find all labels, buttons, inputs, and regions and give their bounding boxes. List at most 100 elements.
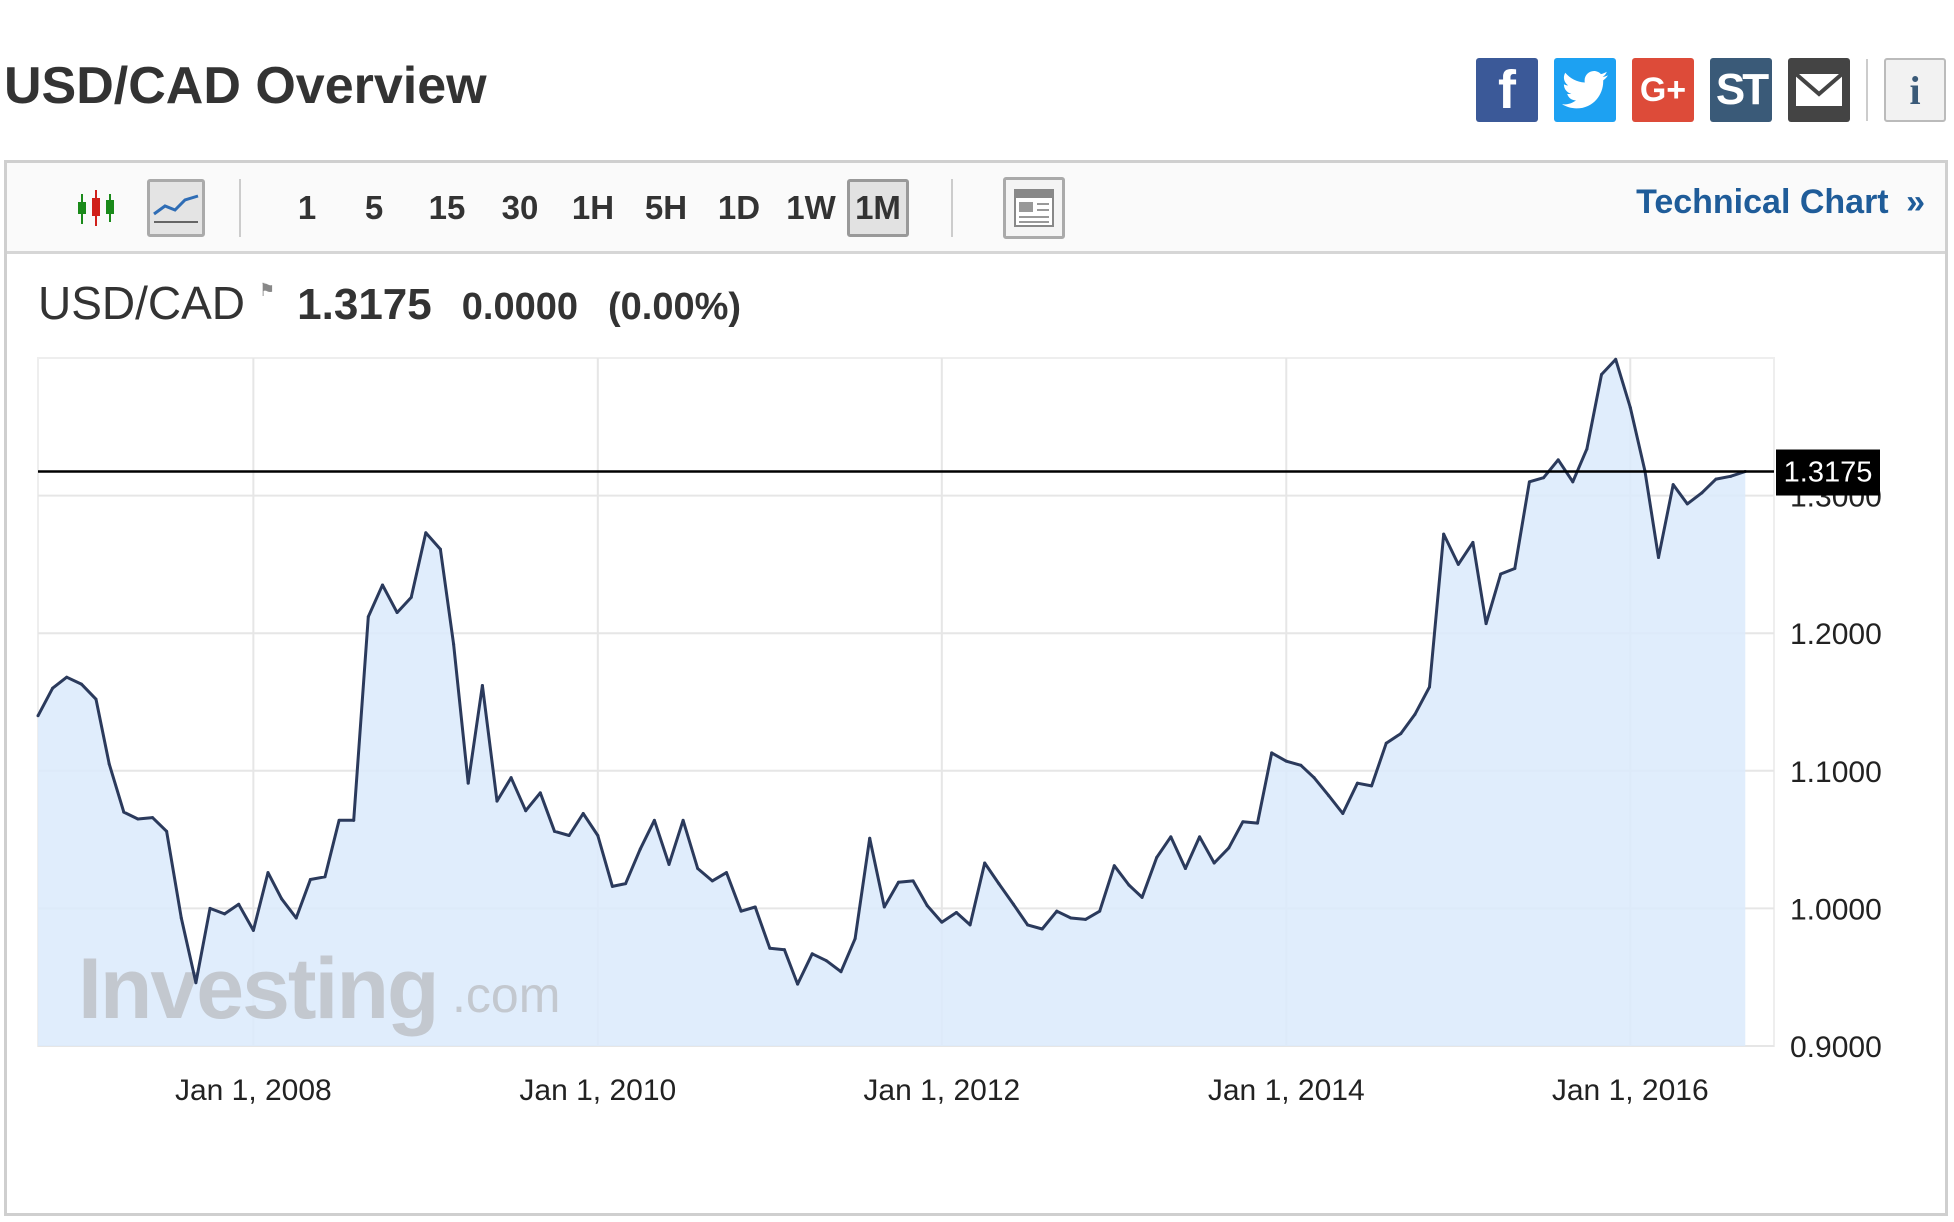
data-point	[266, 871, 270, 875]
data-point	[1685, 502, 1689, 506]
data-point	[940, 920, 944, 924]
y-tick-label: 1.2000	[1790, 618, 1882, 651]
layout-icon[interactable]	[1003, 177, 1065, 239]
data-point	[1040, 927, 1044, 931]
interval-5[interactable]: 5	[364, 189, 384, 226]
data-point	[424, 531, 428, 535]
share-bar: f G+ ST i	[1476, 58, 1946, 122]
data-point	[1600, 373, 1604, 377]
data-point	[1428, 685, 1432, 689]
quote-symbol: USD/CAD	[38, 277, 246, 329]
interval-1h[interactable]: 1H	[571, 189, 615, 226]
line-chart-icon[interactable]	[147, 179, 205, 237]
interval-1w[interactable]: 1W	[786, 189, 836, 226]
toolbar-divider	[239, 179, 241, 237]
data-point	[337, 818, 341, 822]
data-point	[1183, 866, 1187, 870]
x-tick-label: Jan 1, 2010	[519, 1074, 676, 1107]
data-point	[954, 911, 958, 915]
data-point	[1355, 781, 1359, 785]
interval-30[interactable]: 30	[501, 189, 539, 226]
data-point	[824, 959, 828, 963]
data-point	[667, 862, 671, 866]
data-point	[179, 916, 183, 920]
twitter-icon[interactable]	[1554, 58, 1616, 122]
line-chart-glyph	[153, 194, 199, 223]
interval-1m[interactable]: 1M	[847, 179, 909, 237]
data-point	[480, 683, 484, 687]
series-line	[36, 357, 1746, 986]
chart-toolbar: 1 5 15 30 1H 5H 1D 1W 1M Technical Chart	[7, 163, 1945, 254]
candlestick-icon[interactable]	[67, 179, 125, 237]
data-point	[409, 595, 413, 599]
data-point	[308, 878, 312, 882]
data-point	[753, 905, 757, 909]
data-point	[251, 928, 255, 932]
email-icon[interactable]	[1788, 58, 1850, 122]
data-point	[352, 818, 356, 822]
data-point	[1155, 855, 1159, 859]
data-point	[983, 861, 987, 865]
data-point	[911, 879, 915, 883]
share-divider	[1866, 59, 1868, 121]
data-point	[36, 714, 40, 718]
data-point	[596, 833, 600, 837]
data-point	[1140, 895, 1144, 899]
delayed-flag-icon: ⚑	[259, 280, 276, 300]
data-point	[1055, 909, 1059, 913]
data-point	[681, 818, 685, 822]
interval-1[interactable]: 1	[297, 189, 317, 226]
data-point	[1399, 732, 1403, 736]
current-price-label: 1.3175	[1784, 457, 1873, 489]
facebook-icon[interactable]: f	[1476, 58, 1538, 122]
data-point	[652, 818, 656, 822]
interval-5h[interactable]: 5H	[644, 189, 688, 226]
data-point	[882, 905, 886, 909]
data-point	[739, 909, 743, 913]
data-point	[1556, 458, 1560, 462]
data-point	[853, 937, 857, 941]
data-point	[968, 923, 972, 927]
info-glyph: i	[1909, 67, 1921, 113]
data-point	[509, 776, 513, 780]
data-point	[1471, 540, 1475, 544]
data-point	[1169, 835, 1173, 839]
data-point	[868, 836, 872, 840]
chart-panel: 1 5 15 30 1H 5H 1D 1W 1M Technical Chart	[4, 160, 1948, 1216]
data-point	[1212, 861, 1216, 865]
data-point	[1714, 477, 1718, 481]
interval-15[interactable]: 15	[428, 189, 466, 226]
data-point	[1729, 474, 1733, 478]
data-point	[839, 970, 843, 974]
data-point	[1026, 923, 1030, 927]
current-price-box	[1776, 449, 1880, 496]
data-point	[65, 675, 69, 679]
data-point	[1585, 447, 1589, 451]
data-point	[107, 762, 111, 766]
interval-1d[interactable]: 1D	[717, 189, 761, 226]
y-tick-label: 0.9000	[1790, 1031, 1882, 1064]
data-point	[1256, 821, 1260, 825]
data-point	[1484, 622, 1488, 626]
data-point	[151, 816, 155, 820]
data-point	[581, 811, 585, 815]
data-point	[638, 847, 642, 851]
data-point	[696, 866, 700, 870]
data-point	[1270, 751, 1274, 755]
quote-header: USD/CAD ⚑ 1.3175 0.0000 (0.00%)	[38, 276, 741, 330]
stocktwits-icon[interactable]: ST	[1710, 58, 1772, 122]
info-icon[interactable]: i	[1884, 58, 1946, 122]
data-point	[136, 817, 140, 821]
data-point	[1299, 763, 1303, 767]
data-point	[1069, 916, 1073, 920]
data-point	[237, 902, 241, 906]
data-point	[1527, 480, 1531, 484]
stocktwits-glyph: ST	[1715, 65, 1769, 114]
candlestick-glyph	[78, 190, 114, 226]
data-point	[624, 882, 628, 886]
data-point	[1413, 712, 1417, 716]
technical-chart-link[interactable]: Technical Chart »	[1636, 183, 1925, 222]
data-point	[768, 946, 772, 950]
google-plus-icon[interactable]: G+	[1632, 58, 1694, 122]
